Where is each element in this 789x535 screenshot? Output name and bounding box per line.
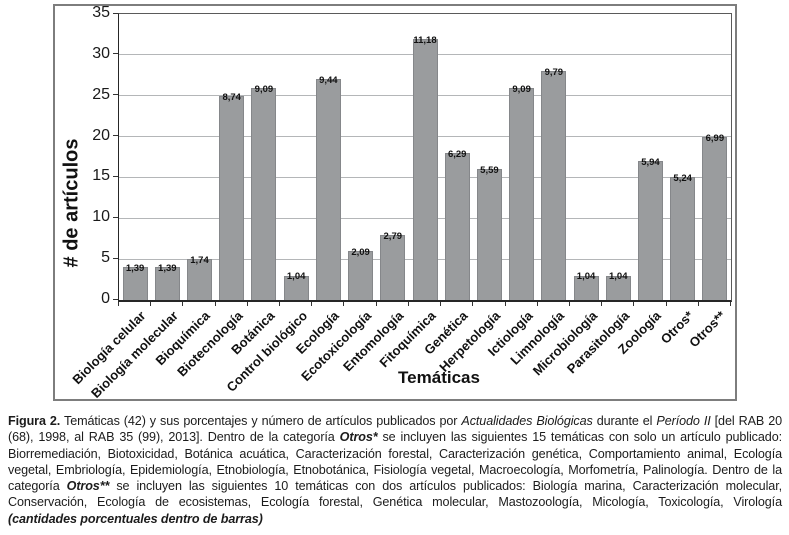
x-tick-mark bbox=[343, 301, 345, 306]
bar-value-label: 6,29 bbox=[447, 148, 467, 160]
bar-value-label: 11,18 bbox=[413, 34, 437, 46]
caption-segment: se incluyen las siguientes 10 temáticas … bbox=[8, 479, 782, 510]
caption-segment: se incluyen las siguientes 15 temáticas … bbox=[8, 430, 782, 494]
bar-Limnología bbox=[541, 71, 567, 300]
caption-segment: durante el bbox=[592, 414, 657, 428]
y-tick-label: 20 bbox=[92, 126, 110, 144]
bar-Otros* bbox=[670, 177, 696, 300]
bar-Fitoquímica bbox=[412, 38, 438, 300]
figure-caption: Figura 2. Temáticas (42) y sus porcentaj… bbox=[8, 413, 782, 527]
bar-Biología molecular bbox=[154, 267, 180, 300]
x-tick-mark bbox=[279, 301, 281, 306]
y-tick-mark bbox=[113, 12, 118, 14]
x-tick-mark bbox=[440, 301, 442, 306]
bar-value-label: 2,79 bbox=[383, 230, 403, 242]
bar-value-label: 1,04 bbox=[576, 271, 596, 283]
y-tick-mark bbox=[113, 94, 118, 96]
bar-value-label: 8,74 bbox=[222, 91, 241, 103]
caption-segment: Período II bbox=[656, 414, 711, 428]
y-tick-label: 15 bbox=[92, 167, 110, 185]
bar-Botánica bbox=[251, 87, 277, 300]
x-tick-mark bbox=[472, 301, 474, 306]
y-tick-label: 10 bbox=[92, 208, 110, 226]
bar-value-label: 9,09 bbox=[254, 83, 274, 95]
y-axis-title-area: # de artículos bbox=[55, 6, 89, 399]
caption-segment: Otros** bbox=[66, 479, 110, 494]
caption-segment: Actualidades Biológicas bbox=[461, 414, 593, 428]
y-tick-mark bbox=[113, 135, 118, 137]
bar-value-label: 5,59 bbox=[480, 165, 499, 177]
x-tick-mark bbox=[633, 301, 635, 306]
bar-Biología celular bbox=[122, 267, 148, 300]
x-tick-mark bbox=[214, 301, 216, 306]
x-tick-mark bbox=[375, 301, 377, 306]
bar-value-label: 1,04 bbox=[286, 271, 306, 283]
x-tick-mark bbox=[730, 301, 731, 306]
y-tick-label: 0 bbox=[101, 290, 110, 307]
y-tick-label: 25 bbox=[92, 85, 110, 103]
y-tick-mark bbox=[113, 257, 118, 259]
bar-Microbiología bbox=[573, 275, 599, 300]
x-tick-mark bbox=[504, 301, 506, 306]
chart-frame: # de artículos 0 5 10 15 20 25 30 35 1,39 1,39 1,… bbox=[53, 4, 737, 401]
bar-value-label: 1,39 bbox=[158, 263, 177, 275]
bar-value-label: 9,09 bbox=[512, 83, 531, 95]
bar-Zoología bbox=[637, 161, 663, 300]
caption-segment: (cantidades porcentuales dentro de barra… bbox=[8, 511, 263, 526]
x-tick-mark bbox=[536, 301, 538, 306]
caption-segment: Figura 2. bbox=[8, 414, 61, 428]
x-tick-mark bbox=[568, 301, 570, 306]
x-tick-mark bbox=[150, 301, 152, 306]
bar-value-label: 9,44 bbox=[319, 75, 338, 87]
bar-value-label: 6,99 bbox=[705, 132, 725, 144]
x-tick-mark bbox=[246, 301, 248, 306]
plot-area: 1,39 1,39 1,74 8,74 9,09 1,04 9,44 2,09 2,79 11,1… bbox=[118, 13, 732, 302]
y-tick-mark bbox=[113, 216, 118, 218]
x-axis-title: Temáticas bbox=[398, 368, 480, 387]
y-tick-mark bbox=[113, 53, 118, 55]
caption-segment: Otros* bbox=[339, 430, 378, 445]
bar-Biotecnología bbox=[219, 95, 245, 300]
bar-value-label: 5,24 bbox=[673, 173, 692, 185]
x-tick-mark bbox=[697, 301, 699, 306]
x-tick-mark bbox=[407, 301, 409, 306]
x-tick-mark bbox=[118, 301, 119, 306]
bar-value-label: 1,74 bbox=[190, 255, 209, 267]
y-tick-label: 30 bbox=[92, 44, 110, 62]
bar-Parasitología bbox=[605, 275, 631, 300]
bar-value-label: 1,39 bbox=[125, 263, 145, 275]
bar-Ecología bbox=[315, 79, 341, 300]
bar-value-label: 2,09 bbox=[351, 246, 370, 258]
x-tick-mark bbox=[182, 301, 184, 306]
caption-segment: Temáticas (42) y sus porcentajes y númer… bbox=[60, 414, 462, 428]
y-tick-mark bbox=[113, 298, 118, 300]
x-tick-mark bbox=[665, 301, 667, 306]
y-tick-mark bbox=[113, 175, 118, 177]
y-tick-label: 5 bbox=[101, 249, 110, 267]
y-tick-label: 35 bbox=[92, 4, 110, 21]
bar-Ictiología bbox=[509, 87, 535, 300]
bar-Ecotoxicología bbox=[348, 250, 374, 300]
caption-segment: [del RAB 20 (68), 1998, al RAB 35 (99), … bbox=[8, 414, 782, 445]
bar-Entomología bbox=[380, 234, 406, 300]
bar-value-label: 1,04 bbox=[609, 271, 628, 283]
bar-value-label: 5,94 bbox=[641, 157, 660, 169]
bar-Bioquímica bbox=[187, 259, 213, 300]
y-axis-title: # de artículos bbox=[60, 138, 83, 267]
bar-value-label: 9,79 bbox=[544, 67, 564, 79]
bar-Genética bbox=[444, 152, 470, 300]
bar-Herpetología bbox=[476, 169, 502, 300]
bar-Control biológico bbox=[283, 275, 309, 300]
bar-Otros** bbox=[702, 136, 728, 300]
x-tick-mark bbox=[601, 301, 603, 306]
x-tick-mark bbox=[311, 301, 313, 306]
